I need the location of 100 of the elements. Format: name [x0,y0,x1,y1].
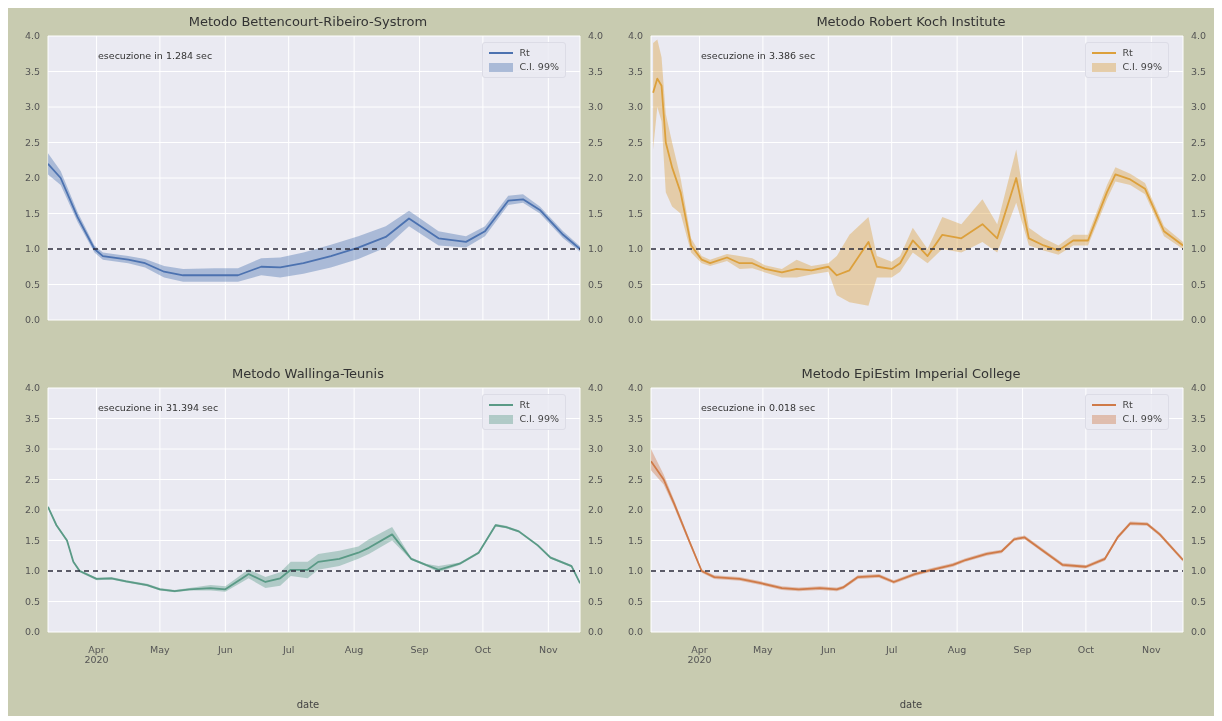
x-tick-label: Oct [1077,643,1095,655]
line-series [652,77,1183,277]
y-tick-label: 1.5 [24,534,40,546]
y2-tick-label: 1.5 [588,534,604,546]
y2-tick-label: 4.0 [1191,382,1207,394]
y2-tick-label: 1.0 [1191,565,1207,577]
x-tick-label: Aug [344,643,364,655]
y2-tick-label: 4.0 [1191,30,1207,42]
y-tick-label: 2.5 [627,136,643,148]
x-tick-label: Nov [1142,643,1161,655]
y-tick-label: 2.0 [24,172,40,184]
y-tick-label: 3.0 [627,101,643,113]
y-tick-label: 3.5 [627,412,643,424]
x-tick-label: Jul [281,643,295,655]
y2-tick-label: 3.5 [588,65,604,77]
y-tick-label: 2.0 [24,504,40,516]
y-tick-label: 3.0 [24,443,40,455]
y-tick-label: 1.5 [627,534,643,546]
y-tick-label: 2.0 [627,172,643,184]
y2-tick-label: 0.0 [1191,626,1207,638]
y2-tick-label: 1.0 [1191,243,1207,255]
x-tick-label: Sep [410,643,429,655]
y-tick-label: 0.0 [24,626,40,638]
y-tick-label: 0.5 [627,278,643,290]
x-tick-label: Oct [474,643,492,655]
chart-title: Metodo Wallinga-Teunis [231,365,385,383]
y-tick-label: 0.0 [627,626,643,638]
annotation: C.I. 99% [519,412,559,426]
y-tick-label: 0.5 [24,278,40,290]
y2-tick-label: 1.5 [588,207,604,219]
y-tick-label: 4.0 [627,30,643,42]
x-tick-label: May [753,643,774,655]
annotation: C.I. 99% [1122,412,1162,426]
legend-label: Rt [1122,46,1133,60]
x-axis-title: date [898,698,924,712]
y-tick-label: 0.0 [627,314,643,326]
y2-tick-label: 3.5 [588,412,604,424]
y2-tick-label: 2.5 [1191,473,1207,485]
y-tick-label: 1.0 [24,243,40,255]
legend-label: Rt [519,398,530,412]
y2-tick-label: 2.0 [1191,172,1207,184]
y2-tick-label: 2.0 [588,504,604,516]
y-tick-label: 3.5 [24,65,40,77]
y2-tick-label: 2.5 [1191,136,1207,148]
y-tick-label: 4.0 [627,382,643,394]
y2-tick-label: 0.0 [588,626,604,638]
y2-tick-label: 0.0 [588,314,604,326]
y2-tick-label: 2.0 [1191,504,1207,516]
annotation: esecuzione in 31.394 sec [98,402,219,413]
y2-tick-label: 3.0 [1191,101,1207,113]
y2-tick-label: 0.5 [588,595,604,607]
y-tick-label: 2.5 [24,136,40,148]
y-tick-label: 3.0 [24,101,40,113]
y2-tick-label: 3.5 [1191,412,1207,424]
x-tick-label: Nov [539,643,558,655]
y-tick-label: 2.5 [627,473,643,485]
y-tick-label: 4.0 [24,382,40,394]
chart-title: Metodo Robert Koch Institute [815,13,1007,31]
x-tick-label: Aug [947,643,967,655]
x-tick-label: Apr 2020 [84,643,109,665]
x-axis-title: date [295,698,321,712]
y2-tick-label: 0.5 [1191,278,1207,290]
legend-label: Rt [1122,398,1133,412]
y2-tick-label: 1.5 [1191,207,1207,219]
annotation: esecuzione in 1.284 sec [98,50,213,61]
y-tick-label: 1.5 [24,207,40,219]
y-tick-label: 1.0 [24,565,40,577]
y2-tick-label: 2.5 [588,136,604,148]
x-tick-label: Jun [819,643,836,655]
y-tick-label: 2.5 [24,473,40,485]
y2-tick-label: 0.5 [588,278,604,290]
y-tick-label: 3.0 [627,443,643,455]
x-tick-label: Apr 2020 [687,643,712,665]
y-tick-label: 3.5 [627,65,643,77]
y-tick-label: 2.0 [627,504,643,516]
y2-tick-label: 3.0 [588,443,604,455]
annotation: C.I. 99% [519,60,559,74]
chart-title: Metodo EpiEstim Imperial College [800,365,1022,383]
legend-label: Rt [519,46,530,60]
y-tick-label: 1.5 [627,207,643,219]
annotation: C.I. 99% [1122,60,1162,74]
annotation: esecuzione in 0.018 sec [701,402,816,413]
y-tick-label: 1.0 [627,565,643,577]
x-tick-label: Jul [884,643,898,655]
y2-tick-label: 1.5 [1191,534,1207,546]
y2-tick-label: 3.0 [588,101,604,113]
y2-tick-label: 2.5 [588,473,604,485]
y-tick-label: 1.0 [627,243,643,255]
y2-tick-label: 4.0 [588,382,604,394]
chart-title: Metodo Bettencourt-Ribeiro-Systrom [187,13,429,31]
y-tick-label: 4.0 [24,30,40,42]
y-tick-label: 0.5 [24,595,40,607]
y-tick-label: 0.5 [627,595,643,607]
y2-tick-label: 0.0 [1191,314,1207,326]
y2-tick-label: 4.0 [588,30,604,42]
annotation: esecuzione in 3.386 sec [701,50,816,61]
y2-tick-label: 2.0 [588,172,604,184]
x-tick-label: Jun [216,643,233,655]
y2-tick-label: 0.5 [1191,595,1207,607]
y2-tick-label: 1.0 [588,243,604,255]
